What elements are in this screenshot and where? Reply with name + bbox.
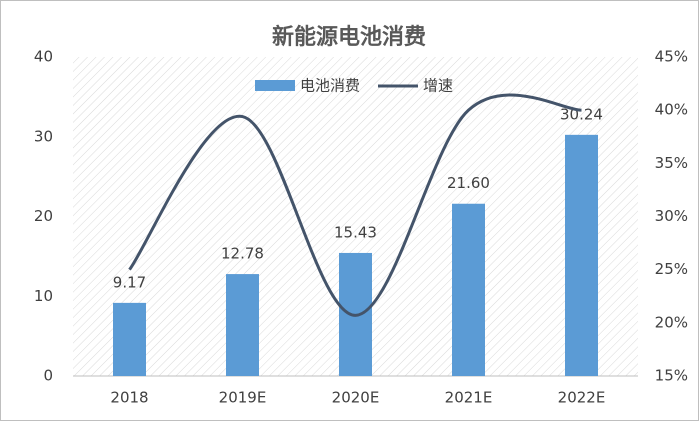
bar (565, 134, 598, 376)
y2-tick-label: 30% (655, 207, 688, 225)
y2-tick-label: 15% (655, 367, 688, 385)
y-tick-label: 10 (34, 287, 53, 305)
legend-swatch (255, 80, 295, 91)
legend-label: 电池消费 (300, 77, 360, 95)
x-tick-label: 2021E (445, 389, 493, 407)
bar (452, 203, 485, 376)
y-tick-label: 30 (34, 127, 53, 145)
value-label: 12.78 (221, 245, 264, 263)
value-label: 30.24 (560, 105, 603, 123)
value-label: 15.43 (334, 223, 377, 241)
y-tick-label: 40 (34, 48, 53, 66)
x-tick-label: 2018 (110, 389, 148, 407)
y2-tick-label: 25% (655, 260, 688, 278)
legend-label: 增速 (423, 77, 453, 95)
x-tick-label: 2019E (219, 389, 267, 407)
value-label: 21.60 (447, 174, 490, 192)
x-tick-label: 2022E (558, 389, 606, 407)
y2-tick-label: 35% (655, 154, 688, 172)
chart-title: 新能源电池消费 (272, 24, 426, 50)
line (128, 93, 582, 317)
y2-tick-label: 45% (655, 48, 688, 66)
y2-tick-label: 20% (655, 313, 688, 331)
bar (226, 274, 259, 376)
y2-tick-label: 40% (655, 101, 688, 119)
value-label: 9.17 (113, 273, 146, 291)
x-tick-label: 2020E (332, 389, 380, 407)
y-tick-label: 0 (43, 367, 53, 385)
bar (113, 302, 146, 376)
y-tick-label: 20 (34, 207, 53, 225)
